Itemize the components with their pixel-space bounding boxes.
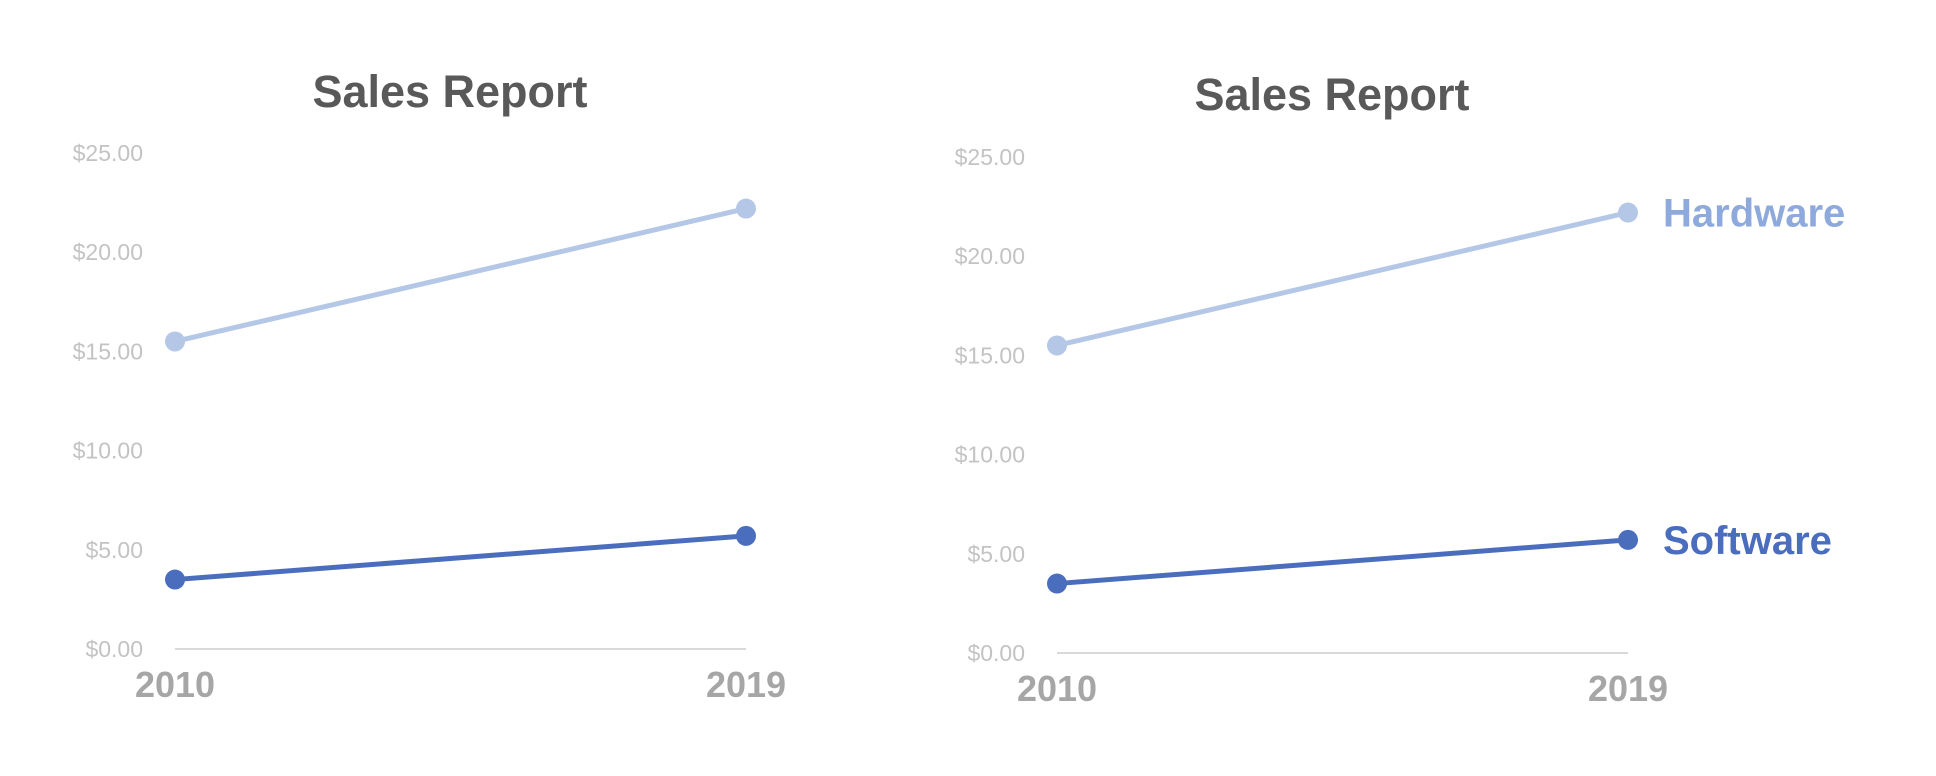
y-tick-label: $10.00 — [955, 442, 1025, 468]
y-tick-label: $15.00 — [73, 338, 143, 364]
series-group — [1047, 202, 1638, 594]
data-point — [736, 198, 756, 219]
series-2 — [165, 525, 756, 590]
series-line — [172, 206, 749, 344]
chart-title: Sales Report — [1194, 69, 1469, 120]
chart-left: Sales Report $0.00 $5.00 $10.00 $15.00 $20.0… — [73, 66, 786, 705]
series-group — [165, 198, 756, 590]
y-tick-label: $5.00 — [85, 537, 143, 563]
series-hardware — [1047, 202, 1638, 356]
series-software — [1047, 529, 1638, 594]
y-tick-label: $20.00 — [955, 243, 1025, 269]
series-label: Software — [1663, 519, 1832, 563]
chart-right: Sales Report $0.00 $5.00 $10.00 $15.00 $20.0… — [955, 69, 1846, 709]
y-axis-ticks: $0.00 $5.00 $10.00 $15.00 $20.00 $25.00 — [955, 144, 1025, 666]
y-tick-label: $20.00 — [73, 239, 143, 265]
x-tick-label: 2019 — [706, 664, 786, 705]
y-tick-label: $0.00 — [85, 636, 143, 662]
series-label: Hardware — [1663, 192, 1845, 236]
x-axis-ticks: 2010 2019 — [135, 664, 786, 705]
x-tick-label: 2010 — [135, 664, 215, 705]
series-line — [1054, 210, 1631, 348]
data-point — [1618, 202, 1638, 223]
y-tick-label: $25.00 — [73, 140, 143, 166]
y-tick-label: $5.00 — [967, 541, 1025, 567]
series-1 — [165, 198, 756, 352]
data-point — [165, 331, 185, 352]
series-line — [1054, 537, 1631, 587]
data-point — [1047, 335, 1067, 356]
y-tick-label: $15.00 — [955, 342, 1025, 368]
x-axis-ticks: 2010 2019 — [1017, 668, 1668, 709]
y-tick-label: $25.00 — [955, 144, 1025, 170]
data-point — [1618, 529, 1638, 550]
x-tick-label: 2010 — [1017, 668, 1097, 709]
series-line — [172, 533, 749, 583]
data-point — [165, 569, 185, 590]
data-point — [736, 525, 756, 546]
x-tick-label: 2019 — [1588, 668, 1668, 709]
chart-title: Sales Report — [312, 66, 587, 117]
y-axis-ticks: $0.00 $5.00 $10.00 $15.00 $20.00 $25.00 — [73, 140, 143, 662]
series-labels: Hardware Software — [1663, 192, 1845, 563]
data-point — [1047, 573, 1067, 594]
y-tick-label: $10.00 — [73, 438, 143, 464]
y-tick-label: $0.00 — [967, 640, 1025, 666]
